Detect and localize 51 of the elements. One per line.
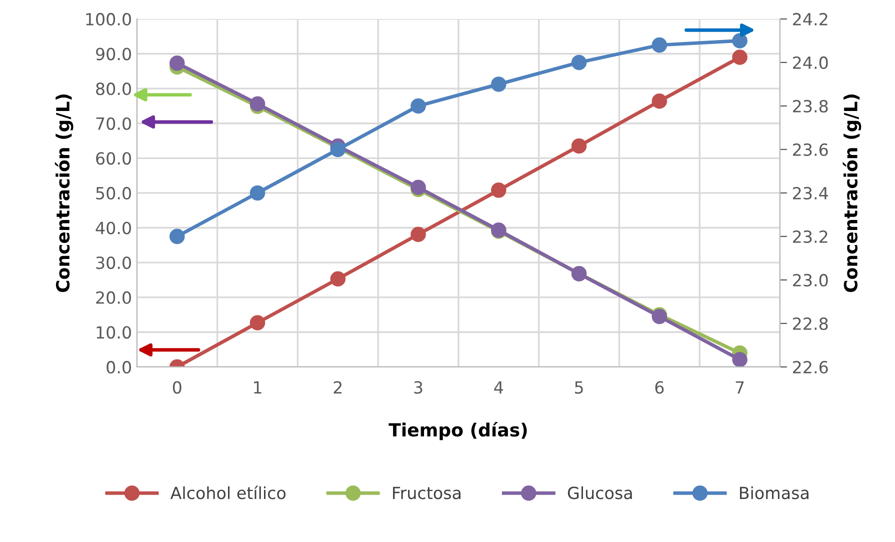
y2-tick-label: 23.6: [793, 143, 828, 156]
x-tick-label: 0: [172, 381, 182, 394]
point: [410, 98, 426, 114]
y-tick-label: 40.0: [96, 222, 131, 234]
point: [250, 315, 266, 330]
y-tick-label: 10.0: [96, 326, 131, 339]
x-tick-label: 4: [494, 381, 504, 394]
y2-tick-label: 23.8: [793, 100, 828, 113]
point: [571, 54, 587, 70]
legend-label: Biomasa: [740, 486, 808, 500]
x-tick-label: 7: [736, 381, 744, 394]
point: [732, 50, 748, 65]
point: [571, 138, 587, 154]
point: [491, 76, 506, 92]
legend-label: Fructosa: [393, 486, 460, 500]
y2-tick-label: 23.0: [793, 274, 828, 287]
legend-label: Glucosa: [568, 486, 632, 500]
y-tick-label: 80.0: [96, 82, 131, 96]
point: [652, 37, 668, 53]
point: [652, 93, 668, 109]
x-tick-label: 6: [655, 381, 664, 394]
point: [491, 182, 506, 198]
point: [732, 33, 748, 48]
x-axis-title: Tiempo (días): [388, 422, 527, 440]
x-tick-label: 1: [254, 381, 262, 394]
y2-tick-label: 23.4: [793, 186, 828, 200]
y-tick-label: 100.0: [86, 12, 131, 26]
point: [169, 228, 185, 244]
point: [169, 56, 185, 71]
y2-tick-label: 24.2: [793, 12, 828, 26]
y2-tick-label: 22.6: [793, 360, 828, 374]
point: [250, 185, 266, 201]
y2-tick-label: 24.0: [793, 56, 828, 70]
y2-axis-title: Concentración (g/L): [842, 94, 862, 292]
x-tick-label: 5: [575, 381, 583, 394]
y-tick-label: 20.0: [96, 291, 131, 304]
legend-label: Alcohol etílico: [170, 486, 286, 500]
y-tick-label: 0.0: [106, 360, 131, 374]
y-tick-label: 70.0: [96, 117, 131, 130]
y-tick-label: 50.0: [96, 186, 131, 200]
y-tick-label: 60.0: [96, 152, 131, 165]
y-tick-label: 90.0: [96, 48, 131, 60]
x-tick-label: 3: [414, 381, 422, 394]
y-axis-title: Concentración (g/L): [54, 94, 74, 292]
y2-tick-label: 23.2: [793, 230, 828, 244]
point: [330, 271, 346, 287]
point: [410, 226, 426, 242]
x-tick-label: 2: [334, 381, 342, 394]
y2-tick-label: 22.8: [793, 317, 828, 330]
y-tick-label: 30.0: [96, 256, 131, 270]
point: [732, 352, 748, 367]
